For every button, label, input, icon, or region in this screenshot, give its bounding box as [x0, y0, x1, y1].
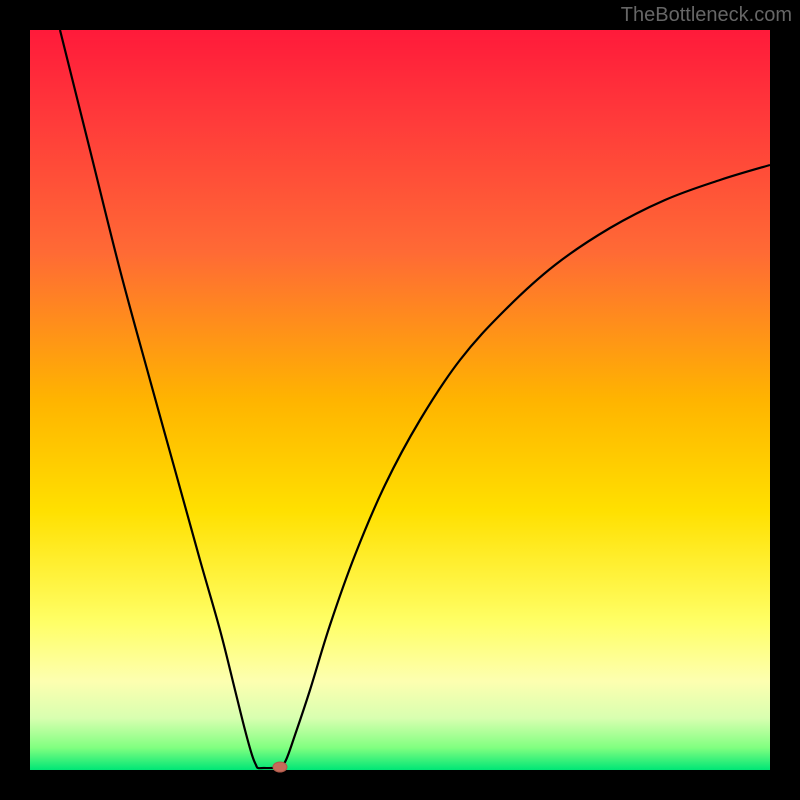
- bottleneck-chart: [0, 0, 800, 800]
- optimal-point-marker: [273, 762, 287, 772]
- plot-background: [30, 30, 770, 770]
- chart-container: TheBottleneck.com: [0, 0, 800, 800]
